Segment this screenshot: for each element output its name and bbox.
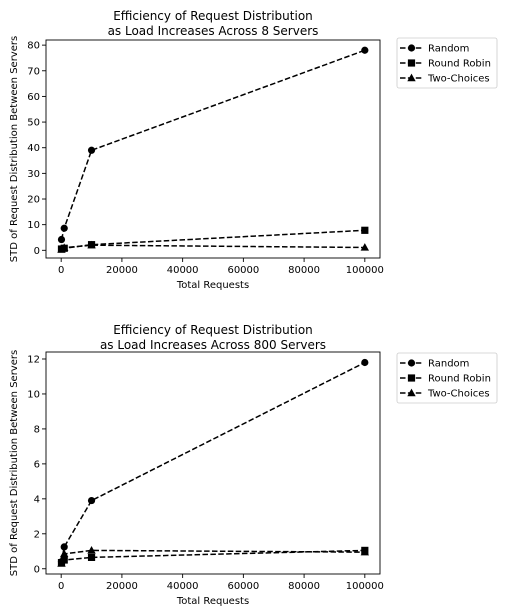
legend-marker-random xyxy=(407,359,416,367)
series-line-random xyxy=(60,361,366,562)
y-tick-label: 4 xyxy=(34,494,40,505)
x-axis-label: Total Requests xyxy=(176,596,249,607)
data-point-random xyxy=(87,146,96,154)
y-tick-label: 70 xyxy=(27,66,40,77)
data-point-round-robin xyxy=(60,556,68,564)
legend-box xyxy=(396,352,498,404)
x-tick-label: 60000 xyxy=(227,265,259,276)
data-point-round-robin xyxy=(87,553,96,561)
data-point-random xyxy=(60,543,68,551)
data-point-two-choices xyxy=(360,547,370,556)
y-tick-label: 60 xyxy=(27,92,40,103)
y-tick-label: 30 xyxy=(27,169,40,180)
legend-label-random: Random xyxy=(428,44,469,55)
x-tick-label: 80000 xyxy=(288,265,320,276)
legend-label-two-choices: Two-Choices xyxy=(427,74,490,85)
data-point-random xyxy=(57,235,66,244)
legend: Random Round Robin Two-Choices xyxy=(396,352,498,404)
plot-frame xyxy=(45,351,381,575)
x-tick-label: 40000 xyxy=(167,581,199,592)
legend-marker-round-robin xyxy=(407,374,416,382)
y-tick-label: 80 xyxy=(27,41,40,52)
x-tick-label: 80000 xyxy=(288,581,320,592)
x-tick-label: 100000 xyxy=(346,265,384,276)
x-tick-label: 40000 xyxy=(167,265,199,276)
y-tick-label: 0 xyxy=(34,564,40,575)
series-line-two-choices xyxy=(60,549,365,564)
data-point-two-choices xyxy=(87,240,96,249)
data-point-two-choices xyxy=(360,243,370,251)
data-point-two-choices xyxy=(60,549,69,558)
y-tick-label: 0 xyxy=(34,246,40,257)
legend: Random Round Robin Two-Choices xyxy=(396,37,498,89)
chart-title-line-1: Efficiency of Request Distribution xyxy=(113,323,313,337)
x-tick-label: 100000 xyxy=(346,581,384,592)
series-line-two-choices xyxy=(61,244,365,251)
data-point-two-choices xyxy=(87,546,96,554)
legend-box xyxy=(396,37,498,89)
y-tick-label: 10 xyxy=(27,389,40,400)
data-point-random xyxy=(361,358,369,367)
legend-label-round-robin: Round Robin xyxy=(428,59,491,70)
y-tick-label: 20 xyxy=(27,195,40,206)
chart-title-line-2: as Load Increases Across 800 Servers xyxy=(100,338,326,352)
chart-title-line-1: Efficiency of Request Distribution xyxy=(113,9,313,23)
legend-label-random: Random xyxy=(428,359,469,370)
y-tick-label: 50 xyxy=(27,118,40,129)
legend-label-two-choices: Two-Choices xyxy=(427,389,490,400)
data-point-two-choices xyxy=(57,559,66,567)
data-point-random xyxy=(87,496,96,505)
x-axis-label: Total Requests xyxy=(176,280,249,291)
y-tick-label: 2 xyxy=(34,529,40,540)
y-tick-label: 6 xyxy=(34,459,40,470)
legend-marker-round-robin xyxy=(407,59,416,67)
y-tick-label: 10 xyxy=(27,220,40,231)
data-point-two-choices xyxy=(60,243,69,251)
legend-marker-two-choices xyxy=(407,388,416,397)
y-tick-label: 40 xyxy=(27,143,40,154)
y-tick-label: 8 xyxy=(34,424,40,435)
plot-frame xyxy=(45,39,381,259)
data-point-random xyxy=(60,224,68,232)
y-axis-label: STD of Request Distribution Between Serv… xyxy=(9,36,20,262)
x-tick-label: 20000 xyxy=(106,581,138,592)
data-point-random xyxy=(361,46,369,54)
x-tick-label: 0 xyxy=(58,581,64,592)
x-tick-label: 20000 xyxy=(106,265,138,276)
x-tick-label: 60000 xyxy=(227,581,259,592)
y-axis-label: STD of Request Distribution Between Serv… xyxy=(9,350,20,576)
legend-marker-two-choices xyxy=(407,73,416,82)
x-tick-label: 0 xyxy=(58,265,64,276)
legend-label-round-robin: Round Robin xyxy=(428,374,491,385)
legend-marker-random xyxy=(407,44,416,52)
data-point-round-robin xyxy=(361,226,369,234)
y-tick-label: 12 xyxy=(27,354,40,365)
series-line-random xyxy=(60,49,366,240)
chart-title-line-2: as Load Increases Across 8 Servers xyxy=(108,24,319,38)
